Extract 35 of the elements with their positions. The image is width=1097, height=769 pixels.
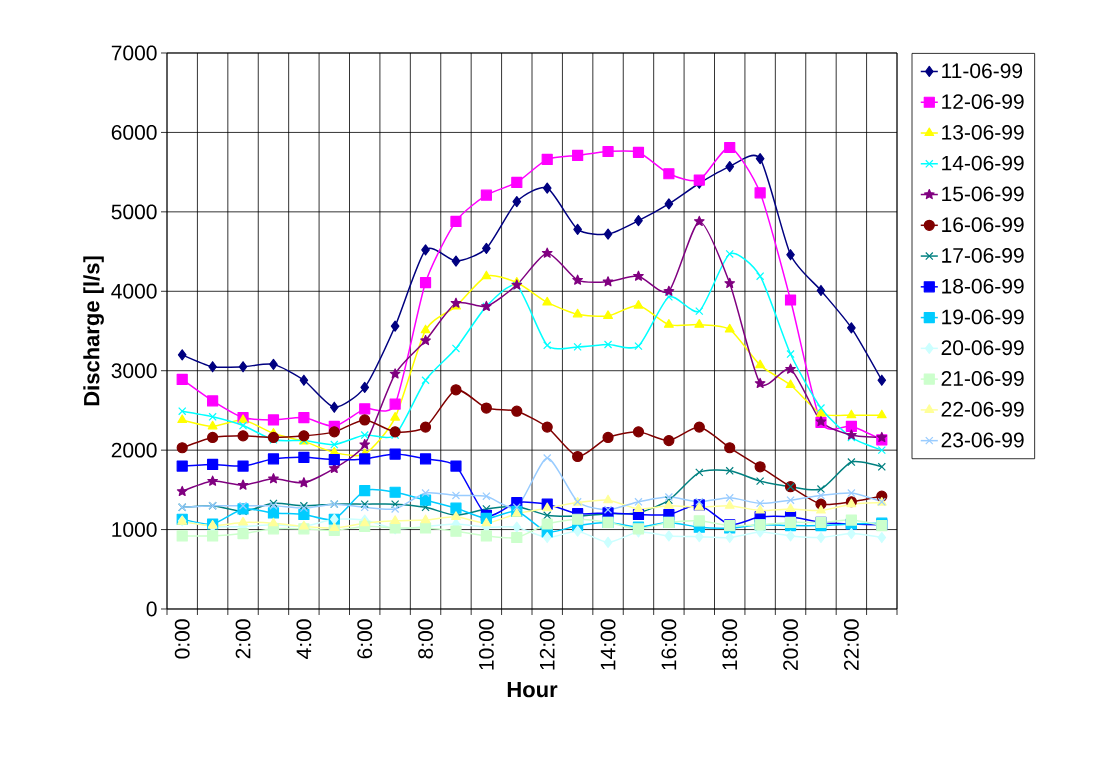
legend-label: 15-06-99 <box>942 186 1024 202</box>
legend-label: 13-06-99 <box>942 124 1024 140</box>
x-tick-label: 0:00 <box>174 619 190 659</box>
legend-label: 16-06-99 <box>942 217 1024 233</box>
y-tick-label: 7000 <box>111 45 157 61</box>
x-tick-label: 10:00 <box>478 619 494 670</box>
x-tick-label: 20:00 <box>783 619 798 671</box>
legend-label: 22-06-99 <box>941 401 1024 417</box>
x-tick-label: 22:00 <box>843 619 859 671</box>
legend-label: 20-06-99 <box>941 340 1024 356</box>
y-tick-label: 4000 <box>111 283 157 299</box>
legend-label: 17-06-99 <box>942 247 1024 263</box>
y-tick-label: 3000 <box>111 363 157 379</box>
x-tick-label: 2:00 <box>235 619 251 659</box>
x-tick-label: 4:00 <box>296 619 312 659</box>
y-tick-label: 1000 <box>112 522 157 537</box>
x-tick-label: 16:00 <box>661 619 677 670</box>
legend-label: 14-06-99 <box>942 155 1024 171</box>
x-tick-label: 8:00 <box>418 619 433 659</box>
legend-label: 11-06-99 <box>942 63 1023 79</box>
legend-label: 19-06-99 <box>942 309 1024 325</box>
y-tick-label: 0 <box>146 601 157 617</box>
legend-label: 23-06-99 <box>941 432 1024 448</box>
y-axis-title: Discharge [l/s] <box>83 256 104 406</box>
x-tick-label: 6:00 <box>357 619 373 659</box>
x-axis-title: Hour <box>507 681 558 698</box>
y-tick-label: 2000 <box>111 442 157 458</box>
x-tick-label: 12:00 <box>539 619 555 670</box>
legend-label: 21-06-99 <box>941 371 1024 386</box>
legend-label: 12-06-99 <box>942 94 1024 110</box>
y-tick-label: 6000 <box>111 124 157 140</box>
x-tick-label: 14:00 <box>600 619 616 670</box>
y-tick-label: 5000 <box>111 204 157 220</box>
x-tick-label: 18:00 <box>722 619 738 670</box>
legend-label: 18-06-99 <box>942 278 1024 294</box>
